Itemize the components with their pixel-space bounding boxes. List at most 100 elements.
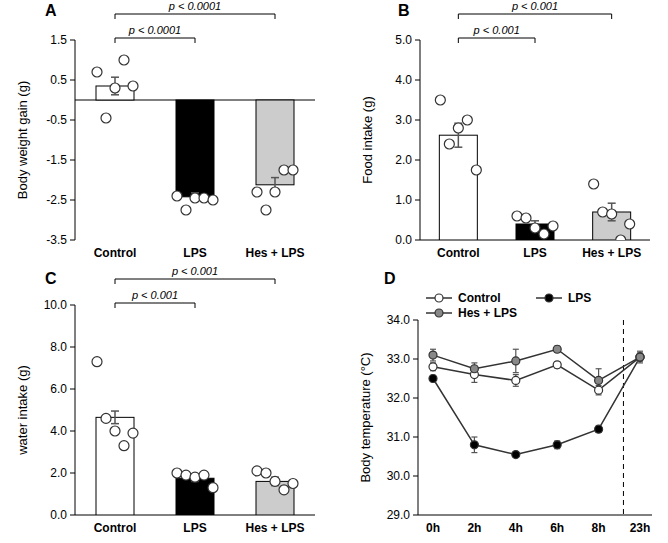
error-bar-cap (430, 360, 436, 361)
error-bar (454, 123, 462, 147)
error-bar (608, 203, 616, 221)
y-tick (413, 437, 418, 438)
chart-D: 29.030.031.032.033.034.0Body temperature… (358, 270, 652, 535)
x-tick-label: Hes + LPS (245, 246, 304, 260)
x-tick-label: 4h (509, 521, 523, 535)
y-tick-label: 0.0 (395, 233, 412, 247)
data-point (279, 485, 289, 495)
data-point (453, 123, 463, 133)
figure: -3.5-2.5-1.5-0.50.51.5Body weight gain (… (0, 0, 668, 543)
y-axis-line (418, 320, 419, 515)
marker (553, 345, 561, 353)
x-tick-label: Control (94, 246, 137, 260)
legend: Control LPS Hes + LPS (426, 291, 591, 320)
y-tick (415, 80, 420, 81)
marker (553, 441, 561, 449)
error-bar-cap (513, 372, 519, 373)
marker (553, 361, 561, 369)
marker (595, 376, 603, 384)
error-bar-cap (111, 423, 119, 425)
y-tick-label: -0.5 (46, 113, 67, 127)
series-line (433, 357, 640, 390)
data-point (199, 470, 209, 480)
y-tick (413, 398, 418, 399)
y-tick (413, 320, 418, 321)
y-tick (70, 305, 75, 306)
data-point (208, 195, 218, 205)
error-bar-cap (596, 368, 602, 369)
y-axis-label: water intake (g) (15, 365, 30, 456)
data-point (181, 205, 191, 215)
error-bar-cap (513, 374, 519, 375)
data-point (530, 223, 540, 233)
significance-bracket: p < 0.0001 (115, 24, 195, 43)
error-bar-cap (471, 382, 477, 383)
marker (595, 425, 603, 433)
error-bar-cap (637, 362, 643, 363)
data-point (462, 115, 472, 125)
marker (470, 365, 478, 373)
marker (595, 386, 603, 394)
error-bar (596, 386, 602, 395)
x-tick-label: 23h (630, 521, 651, 535)
data-point (548, 221, 558, 231)
error-bar (554, 362, 560, 368)
y-tick-label: 32.0 (387, 391, 411, 405)
y-tick-label: 3.0 (395, 113, 412, 127)
legend-label: Control (458, 291, 501, 305)
legend-label: Hes + LPS (458, 306, 517, 320)
y-tick (415, 200, 420, 201)
legend-label: LPS (568, 291, 591, 305)
error-bar (271, 477, 279, 485)
y-axis-label: Body temperature (°C) (358, 352, 373, 482)
marker (636, 353, 644, 361)
data-point (252, 466, 262, 476)
marker (435, 294, 443, 302)
error-bar-cap (513, 386, 519, 387)
bracket-line (115, 279, 275, 284)
error-bar-cap (471, 362, 477, 363)
data-point (607, 209, 617, 219)
data-group (429, 345, 644, 458)
significance-bracket: p < 0.001 (115, 265, 275, 284)
y-tick-label: 34.0 (387, 313, 411, 327)
data-point (288, 479, 298, 489)
y-tick (415, 160, 420, 161)
series-line (433, 349, 640, 380)
data-point (288, 165, 298, 175)
error-bar (637, 353, 643, 361)
data-point (252, 187, 262, 197)
y-tick-label: 30.0 (387, 469, 411, 483)
error-bar (513, 349, 519, 372)
marker (429, 363, 437, 371)
panel-label: D (384, 270, 396, 287)
y-tick-label: 5.0 (395, 33, 412, 47)
data-point (190, 472, 200, 482)
y-tick (415, 40, 420, 41)
y-axis-line (75, 305, 76, 515)
annotation: p < 0.001 (473, 24, 520, 36)
error-bar (111, 77, 119, 95)
x-tick-label: Hes + LPS (582, 246, 641, 260)
marker (545, 294, 553, 302)
data-point (101, 413, 111, 423)
error-bar-cap (471, 436, 477, 437)
error-bar (554, 441, 560, 449)
data-point (270, 476, 280, 486)
annotation: p < 0.001 (511, 0, 558, 12)
bracket-line (115, 14, 275, 19)
data-point (110, 83, 120, 93)
marker (429, 375, 437, 383)
data-point (101, 113, 111, 123)
data-point (589, 179, 599, 189)
error-bar-cap (111, 76, 119, 78)
marker (429, 351, 437, 359)
error-bar-cap (531, 220, 539, 222)
data-point (521, 213, 531, 223)
data-point (119, 441, 129, 451)
y-tick (70, 240, 75, 241)
x-tick-label: Control (94, 521, 137, 535)
annotation: p < 0.0001 (128, 24, 181, 36)
data-point (435, 95, 445, 105)
bracket-line (458, 14, 611, 19)
